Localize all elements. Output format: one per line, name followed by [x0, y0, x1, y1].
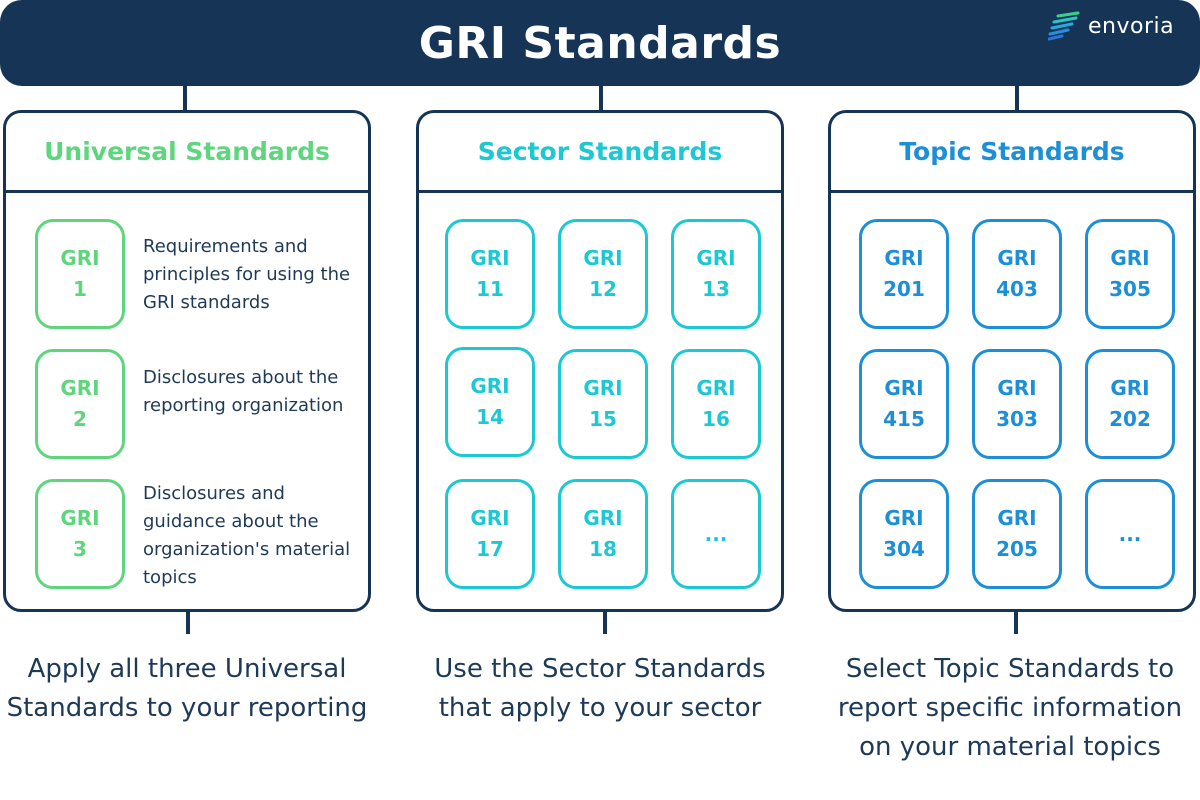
gri-tile: GRI 202 [1085, 349, 1175, 459]
tile-label: GRI [884, 506, 924, 530]
tile-number: 304 [883, 537, 925, 561]
logo-text: envoria [1088, 13, 1175, 39]
tile-label: GRI [583, 246, 623, 270]
tile-number: 13 [702, 277, 730, 301]
gri-tile: GRI 14 [445, 347, 535, 457]
connector-top-topic [1015, 86, 1019, 110]
topic-standards-panel: Topic Standards GRI 201 GRI 403 GRI 305 … [828, 110, 1196, 612]
gri-tile: GRI 18 [558, 479, 648, 589]
title-banner [0, 0, 1200, 86]
connector-bottom-universal [186, 612, 190, 634]
connector-top-sector [599, 86, 603, 110]
gri-tile: GRI 201 [859, 219, 949, 329]
gri-tile: GRI 15 [558, 349, 648, 459]
gri-tile: GRI 11 [445, 219, 535, 329]
tile-label: GRI [997, 376, 1037, 400]
sector-standards-panel: Sector Standards GRI 11 GRI 12 GRI 13 GR… [416, 110, 784, 612]
gri-tile: GRI 415 [859, 349, 949, 459]
gri-tile: GRI 303 [972, 349, 1062, 459]
tile-label: GRI [470, 506, 510, 530]
tile-label: GRI [60, 246, 100, 270]
tile-number: 18 [589, 537, 617, 561]
more-tile: ... [1085, 479, 1175, 589]
tile-label: GRI [583, 376, 623, 400]
tile-number: 2 [73, 407, 87, 431]
connector-bottom-sector [603, 612, 607, 634]
tile-number: 12 [589, 277, 617, 301]
tile-label: GRI [696, 246, 736, 270]
topic-caption: Select Topic Standards to report specifi… [837, 654, 1183, 762]
universal-standards-panel: Universal Standards GRI 1 Requirements a… [3, 110, 371, 612]
tile-label: GRI [60, 506, 100, 530]
tile-label: GRI [1110, 246, 1150, 270]
tile-number: 3 [73, 537, 87, 561]
tile-label: GRI [696, 376, 736, 400]
tile-label: GRI [1110, 376, 1150, 400]
tile-number: 305 [1109, 277, 1151, 301]
tile-label: ... [1118, 521, 1142, 546]
gri-tile: GRI 17 [445, 479, 535, 589]
tile-number: 202 [1109, 407, 1151, 431]
universal-description: Disclosures about the reporting organiza… [143, 367, 344, 416]
gri-tile: GRI 2 [35, 349, 125, 459]
tile-label: GRI [470, 246, 510, 270]
tile-label: GRI [583, 506, 623, 530]
universal-caption: Apply all three Universal Standards to y… [6, 654, 368, 723]
universal-description: Disclosures and guidance about the organ… [143, 483, 351, 588]
tile-number: 11 [476, 277, 504, 301]
gri-tile: GRI 16 [671, 349, 761, 459]
tile-label: GRI [884, 246, 924, 270]
gri-tile: GRI 205 [972, 479, 1062, 589]
topic-standards-title: Topic Standards [831, 113, 1193, 193]
tile-number: 205 [996, 537, 1038, 561]
sector-caption: Use the Sector Standards that apply to y… [434, 654, 766, 723]
tile-number: 15 [589, 407, 617, 431]
more-tile: ... [671, 479, 761, 589]
envoria-logo-icon [1048, 11, 1080, 41]
tile-number: 14 [476, 405, 504, 429]
tile-number: 201 [883, 277, 925, 301]
tile-number: 303 [996, 407, 1038, 431]
tile-number: 1 [73, 277, 87, 301]
tile-label: GRI [997, 506, 1037, 530]
connector-bottom-topic [1014, 612, 1018, 634]
gri-tile: GRI 403 [972, 219, 1062, 329]
gri-tile: GRI 13 [671, 219, 761, 329]
tile-label: GRI [60, 376, 100, 400]
universal-standards-title: Universal Standards [6, 113, 368, 193]
tile-number: 17 [476, 537, 504, 561]
sector-standards-title: Sector Standards [419, 113, 781, 193]
connector-top-universal [183, 86, 187, 110]
tile-number: 403 [996, 277, 1038, 301]
universal-description: Requirements and principles for using th… [143, 236, 351, 313]
gri-tile: GRI 304 [859, 479, 949, 589]
tile-number: 415 [883, 407, 925, 431]
tile-number: 16 [702, 407, 730, 431]
gri-tile: GRI 3 [35, 479, 125, 589]
tile-label: ... [704, 521, 728, 546]
gri-tile: GRI 12 [558, 219, 648, 329]
gri-tile: GRI 1 [35, 219, 125, 329]
tile-label: GRI [470, 374, 510, 398]
page-title: GRI Standards [418, 17, 782, 69]
tile-label: GRI [997, 246, 1037, 270]
gri-tile: GRI 305 [1085, 219, 1175, 329]
envoria-logo: envoria [1048, 10, 1174, 42]
tile-label: GRI [884, 376, 924, 400]
